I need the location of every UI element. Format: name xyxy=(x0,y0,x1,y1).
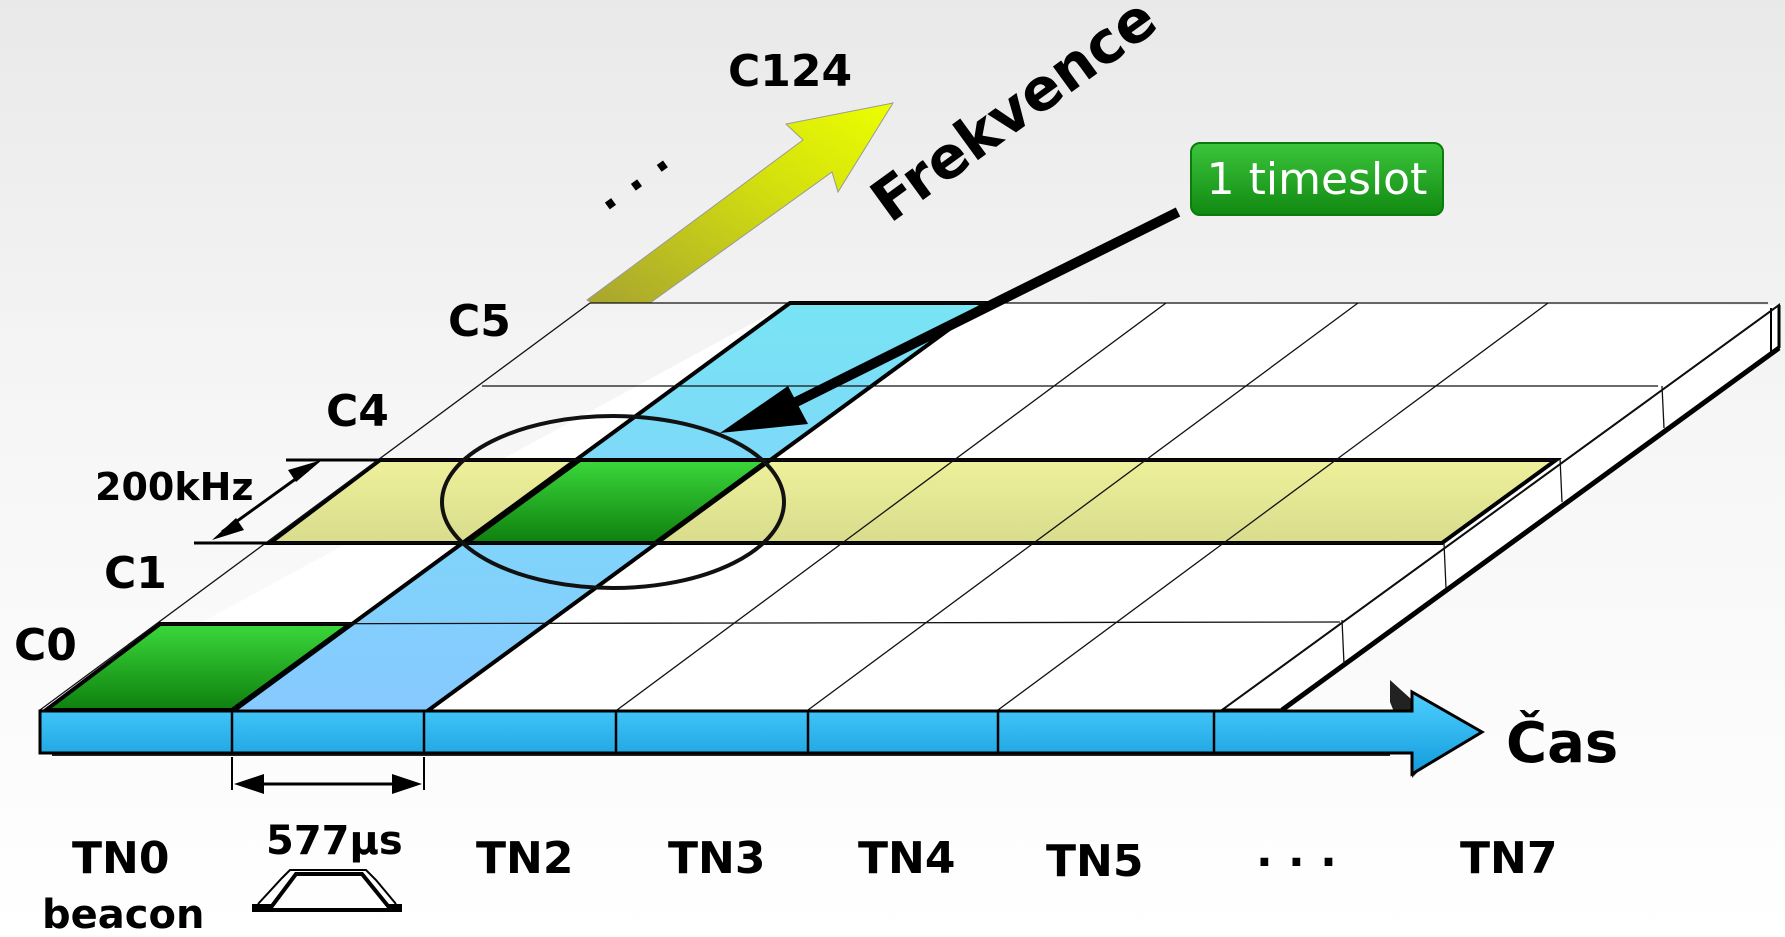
timeslot-label-tn2: TN2 xyxy=(476,833,573,884)
carrier-label-c5: C5 xyxy=(448,296,511,347)
timeslot-label-tn7: TN7 xyxy=(1460,833,1557,884)
spacing-indicator xyxy=(194,458,380,545)
carrier-label-c1: C1 xyxy=(104,548,167,599)
frequency-arrow xyxy=(586,102,895,304)
carrier-label-c4: C4 xyxy=(326,386,389,437)
timeslot-label-beacon: beacon xyxy=(42,892,204,937)
edge-outline xyxy=(1280,345,1781,713)
time-arrow xyxy=(38,689,1485,777)
selection-ellipse xyxy=(440,414,786,590)
timeslot-label-tn5: TN5 xyxy=(1046,836,1143,887)
highlighted-channel-row xyxy=(264,458,1563,545)
timeslot-label-tn0: TN0 xyxy=(72,833,169,884)
spacing-label: 200kHz xyxy=(95,465,254,509)
time-axis-label: Čas xyxy=(1506,711,1618,776)
grid-lines xyxy=(39,302,1780,711)
timeslot-ellipsis: . . . xyxy=(1256,826,1337,877)
time-axis-bar xyxy=(38,680,1485,778)
timeslot-callout-badge: 1 timeslot xyxy=(1190,142,1444,216)
timeslot-callout-text: 1 timeslot xyxy=(1206,153,1428,205)
slot-duration-label: 577µs xyxy=(266,818,403,864)
timeslot-label-tn3: TN3 xyxy=(668,833,765,884)
timeslot-label-tn4: TN4 xyxy=(858,833,955,884)
top-carrier-label: C124 xyxy=(728,46,852,97)
slot-duration-indicator xyxy=(231,757,425,794)
burst-shape-icon xyxy=(252,869,402,912)
frequency-ellipsis: . . . xyxy=(583,132,678,221)
frequency-axis-label: Frekvence xyxy=(858,0,1169,235)
carrier-label-c0: C0 xyxy=(14,620,77,671)
callout-arrow xyxy=(720,207,1181,433)
